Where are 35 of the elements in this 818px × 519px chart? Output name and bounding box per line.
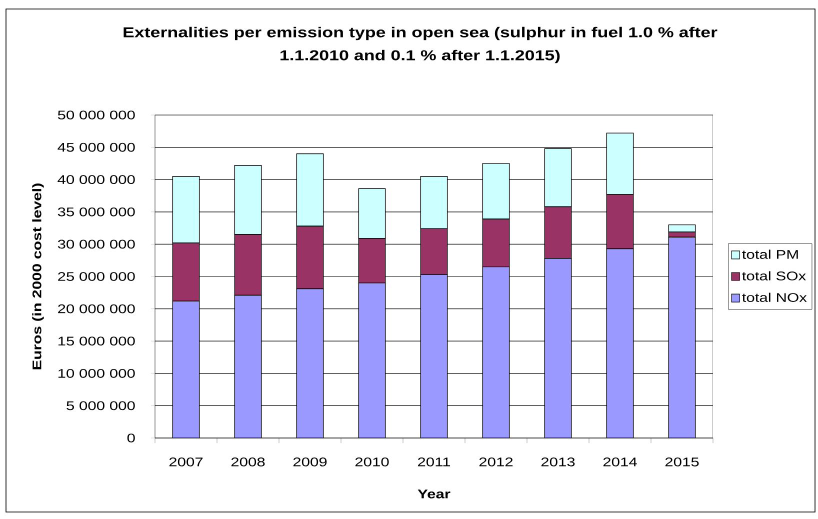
bar: [172, 300, 200, 438]
x-axis-title: Year: [418, 490, 450, 498]
x-tick-label: 2008: [231, 458, 265, 466]
bar: [544, 258, 572, 438]
y-tick-label: 20 000 000: [58, 304, 135, 314]
chart-title: Externalities per emission type in open sea (sulphur in fuel 1.0 % after 1.1.2010 and 0.1 % after 1.1.2015): [124, 26, 718, 64]
y-tick-label: 35 000 000: [58, 207, 135, 216]
x-tick-label: 2009: [293, 458, 327, 466]
bar: [668, 236, 696, 438]
y-tick-label: 40 000 000: [58, 175, 135, 184]
x-tick-label: 2010: [355, 458, 389, 466]
bar: [358, 282, 386, 438]
bar: [234, 294, 262, 438]
y-tick-label: 0: [127, 434, 135, 442]
y-tick-label: 5 000 000: [66, 401, 135, 410]
y-tick-label: 45 000 000: [58, 142, 135, 152]
legend-label: total PM: [742, 250, 798, 259]
bar: [606, 248, 634, 438]
y-tick-label: 15 000 000: [58, 336, 135, 346]
bar: [296, 288, 324, 438]
y-tick-label: 50 000 000: [58, 110, 135, 120]
legend-label: total SOx: [742, 271, 806, 280]
y-tick-label: 25 000 000: [58, 272, 135, 281]
legend-label: total NOx: [742, 292, 807, 302]
x-tick-label: 2015: [665, 458, 699, 466]
y-tick-label: 30 000 000: [58, 240, 135, 249]
x-tick-label: 2012: [479, 458, 513, 466]
x-tick-label: 2011: [418, 458, 450, 466]
bar: [420, 274, 448, 438]
y-axis-title: Euros (in 2000 cost level): [32, 184, 44, 370]
x-tick-label: 2013: [541, 458, 575, 466]
x-tick-label: 2014: [603, 458, 637, 466]
y-tick-label: 10 000 000: [58, 368, 135, 378]
x-tick-label: 2007: [169, 458, 203, 466]
bar: [482, 266, 510, 438]
